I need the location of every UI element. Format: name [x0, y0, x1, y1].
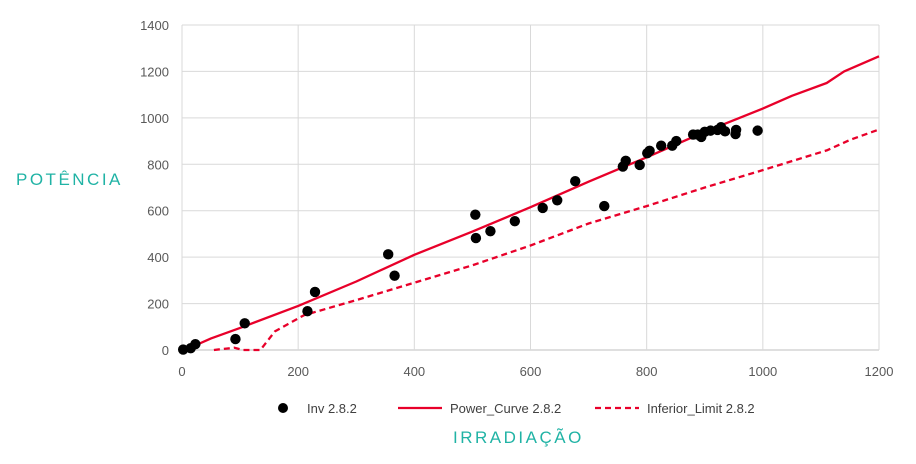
series-lines [184, 55, 880, 352]
y-tick-label: 1200 [140, 64, 169, 79]
y-axis-title: POTÊNCIA [16, 170, 123, 189]
y-tick-label: 0 [162, 343, 169, 358]
x-tick-label: 1000 [748, 364, 777, 379]
x-tick-label: 800 [636, 364, 658, 379]
data-point [570, 176, 581, 187]
data-point [230, 333, 241, 345]
series-points [177, 121, 763, 355]
y-tick-label: 800 [147, 157, 169, 172]
data-point [509, 215, 521, 227]
x-tick-label: 200 [287, 364, 309, 379]
series-line [184, 55, 880, 352]
x-axis-ticks: 0 200 400 600 800 1000 1200 [178, 364, 893, 379]
y-tick-label: 1400 [140, 18, 169, 33]
y-tick-label: 400 [147, 250, 169, 265]
data-point [552, 195, 563, 206]
x-tick-label: 400 [403, 364, 425, 379]
grid [181, 24, 880, 351]
data-point [620, 155, 631, 167]
data-point [655, 140, 667, 151]
data-point [485, 225, 496, 237]
data-point [671, 135, 682, 147]
data-point [470, 209, 481, 220]
x-tick-label: 600 [520, 364, 542, 379]
y-axis-ticks: 0 200 400 600 800 1000 1200 1400 [140, 18, 169, 358]
data-point [719, 126, 731, 137]
data-point [644, 145, 655, 157]
data-point [470, 232, 482, 244]
legend-label: Inv 2.8.2 [307, 401, 357, 416]
y-tick-label: 200 [147, 297, 169, 312]
legend-label: Power_Curve 2.8.2 [450, 401, 561, 416]
series-line [213, 128, 880, 352]
data-point [537, 202, 548, 214]
data-point [634, 159, 645, 171]
x-tick-label: 0 [178, 364, 185, 379]
x-axis-title: IRRADIAÇÃO [453, 428, 584, 447]
legend: Inv 2.8.2 Power_Curve 2.8.2 Inferior_Limit… [278, 401, 755, 416]
data-point [389, 270, 400, 281]
data-point [190, 338, 201, 350]
x-tick-label: 1200 [865, 364, 894, 379]
data-point [599, 200, 610, 212]
data-point [730, 124, 742, 136]
data-point [752, 125, 763, 136]
data-point [302, 306, 313, 317]
y-tick-label: 1000 [140, 111, 169, 126]
data-point [309, 286, 321, 298]
legend-marker [278, 403, 288, 413]
data-point [382, 249, 394, 260]
y-tick-label: 600 [147, 204, 169, 219]
data-point [239, 318, 250, 329]
legend-label: Inferior_Limit 2.8.2 [647, 401, 755, 416]
